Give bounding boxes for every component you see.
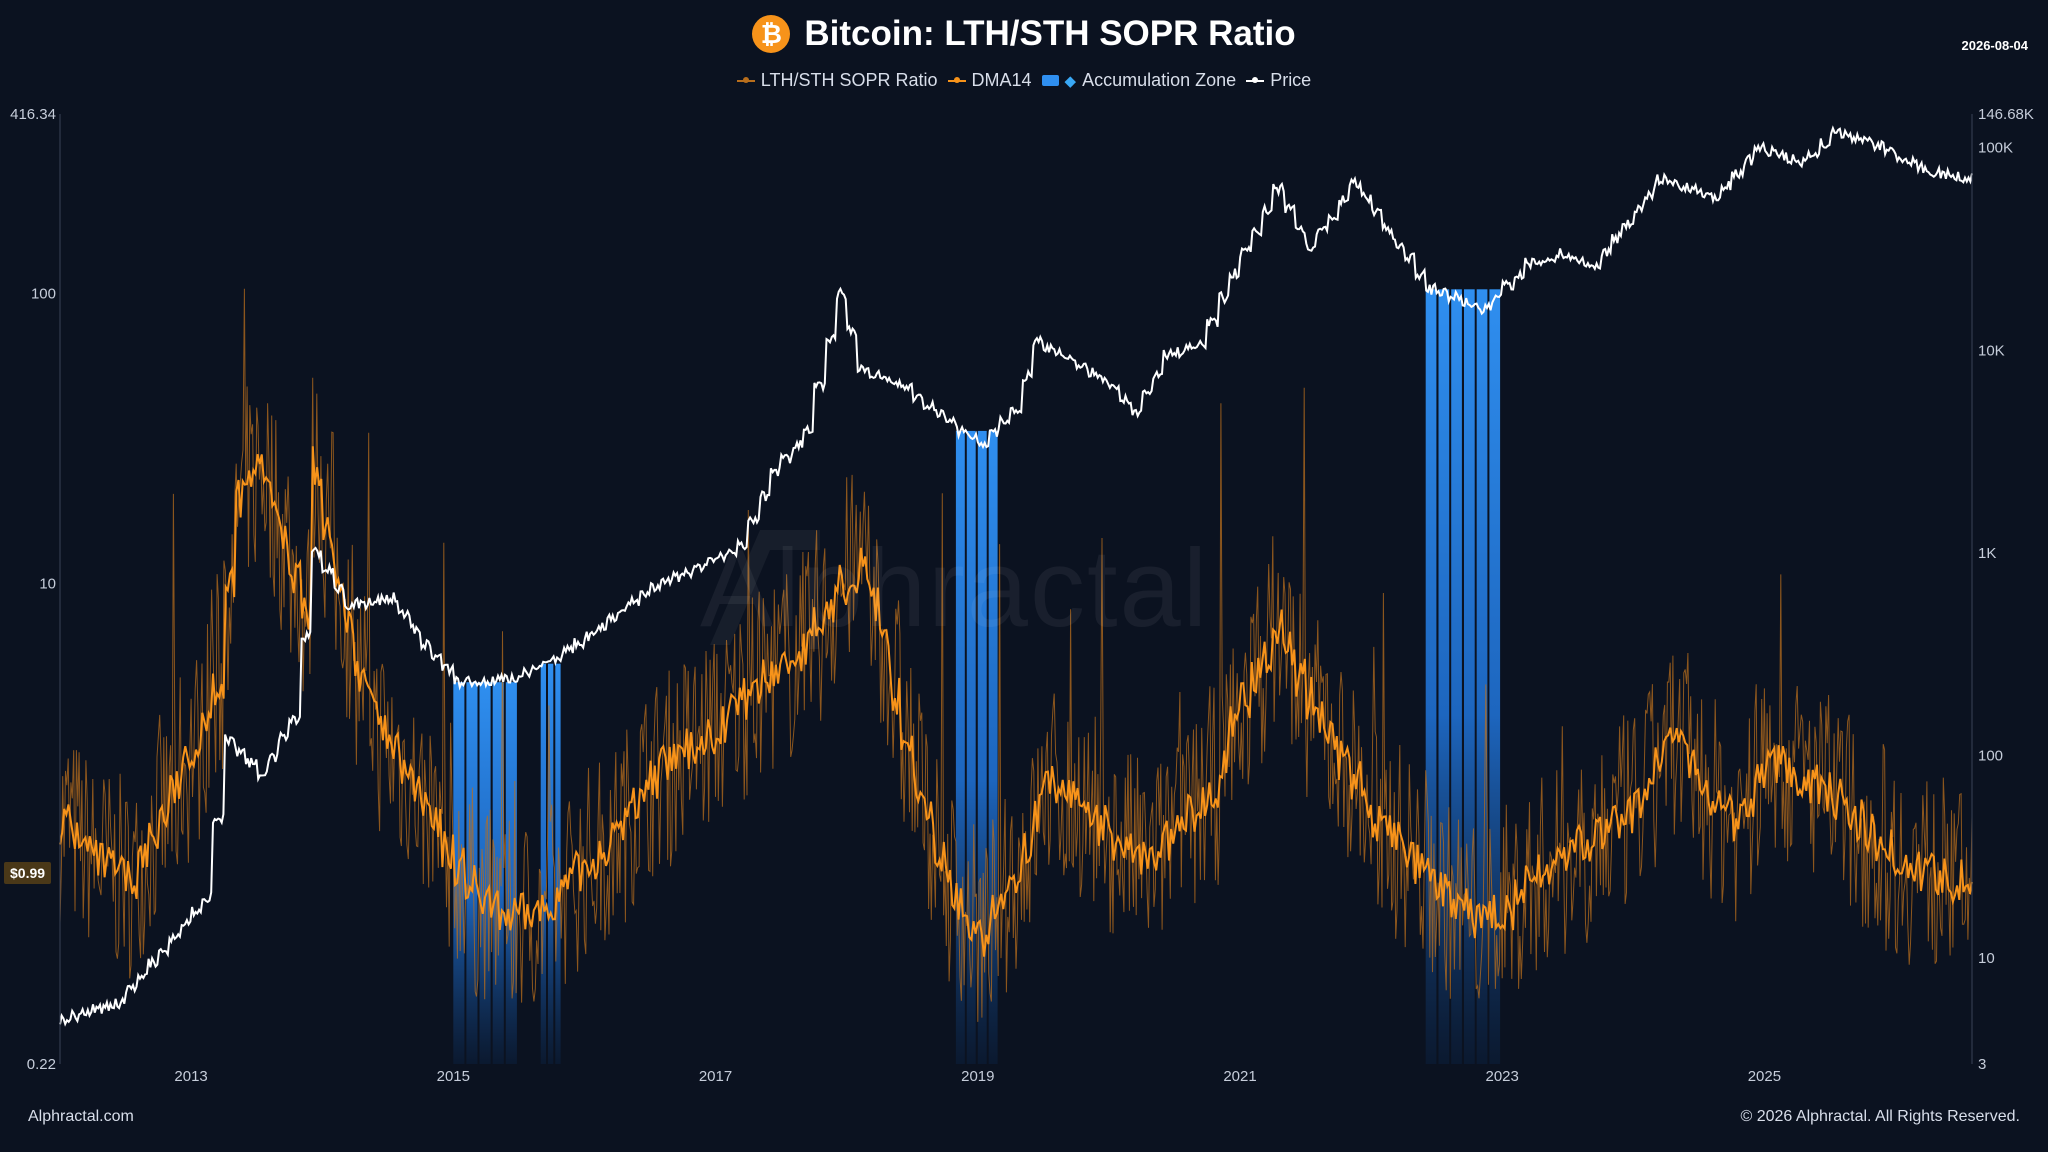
left-axis-tick-label: 416.34 — [10, 106, 56, 123]
legend-item-dma14[interactable]: DMA14 — [947, 70, 1032, 91]
x-axis-tick-label: 2021 — [1223, 1068, 1256, 1085]
accumulation-zone-bar — [1451, 289, 1462, 1064]
zone-swatch — [1041, 75, 1059, 86]
dma14-line — [59, 446, 1973, 957]
left-axis-tick-label: 10 — [39, 576, 56, 593]
x-axis-tick-label: 2017 — [699, 1068, 732, 1085]
chart-title: Bitcoin: LTH/STH SOPR Ratio — [804, 14, 1296, 53]
x-axis-tick-label: 2023 — [1486, 1068, 1519, 1085]
right-axis-tick-label: 100K — [1978, 140, 2013, 157]
accumulation-zone-bar — [1489, 289, 1501, 1064]
right-axis-tick-label: 100 — [1978, 748, 2003, 765]
right-axis-tick-label: 10 — [1978, 950, 1995, 967]
accumulation-zone-bar — [966, 430, 976, 1064]
x-axis-tick-label: 2015 — [437, 1068, 470, 1085]
legend-label: LTH/STH SOPR Ratio — [760, 70, 938, 90]
right-axis-tick-label: 1K — [1978, 545, 1996, 562]
ratio-series — [59, 288, 1973, 1022]
right-axis-tick-label: 3 — [1978, 1056, 1986, 1073]
accumulation-zone-bar — [1425, 289, 1437, 1064]
accumulation-zone-bar — [466, 682, 478, 1064]
ratio-line — [59, 288, 1973, 1022]
accumulation-zone-bar — [1476, 289, 1488, 1064]
accumulation-zone-bar — [1438, 289, 1450, 1064]
accumulation-zone-bar — [492, 682, 504, 1064]
accumulation-zones — [453, 289, 1501, 1064]
x-axis-tick-label: 2019 — [961, 1068, 994, 1085]
bitcoin-icon: ₿ — [752, 15, 791, 53]
legend-item-accumulation-zone[interactable]: ◆ Accumulation Zone — [1041, 70, 1237, 91]
accumulation-zone-bar — [548, 663, 554, 1064]
diamond-icon: ◆ — [1064, 72, 1077, 90]
dma14-swatch — [947, 76, 966, 83]
right-axis-tick-label: 10K — [1978, 342, 2005, 359]
accumulation-zone-bar — [505, 682, 517, 1064]
right-axis-tick-label: 146.68K — [1978, 106, 2034, 123]
chart-date: 2026-08-04 — [1961, 38, 2029, 53]
chart-legend: LTH/STH SOPR Ratio DMA14 ◆ Accumulation … — [0, 70, 2048, 91]
price-swatch — [1246, 76, 1265, 83]
x-axis-tick-label: 2013 — [174, 1068, 207, 1085]
accumulation-zone-bar — [955, 430, 965, 1064]
left-axis-ticks: 0.22 10 100 416.34 — [10, 106, 56, 1073]
left-axis-tick-label: 100 — [31, 286, 56, 303]
accumulation-zone-bar — [540, 663, 546, 1064]
accumulation-zone-bar — [479, 682, 491, 1064]
footer-copyright: © 2026 Alphractal. All Rights Reserved. — [1740, 1108, 2021, 1125]
legend-label: Price — [1270, 70, 1312, 90]
accumulation-zone-bar — [1464, 289, 1475, 1064]
accumulation-zone-bar — [988, 430, 998, 1064]
x-axis-ticks: 2013 2015 2017 2019 2021 2023 2025 — [174, 1068, 1781, 1085]
watermark: Alphractal — [700, 527, 1210, 650]
right-axis-ticks: 3 10 100 1K 10K 100K 146.68K — [1978, 106, 2034, 1073]
current-value-tag: $0.99 — [4, 862, 52, 884]
legend-item-ratio[interactable]: LTH/STH SOPR Ratio — [736, 70, 938, 91]
legend-item-price[interactable]: Price — [1246, 70, 1311, 91]
footer-site[interactable]: Alphractal.com — [28, 1108, 134, 1125]
ratio-swatch — [736, 76, 755, 83]
chart-header: ₿ Bitcoin: LTH/STH SOPR Ratio — [0, 14, 2048, 54]
legend-label: Accumulation Zone — [1082, 70, 1237, 90]
accumulation-zone-bar — [977, 430, 987, 1064]
price-line — [59, 125, 1973, 1027]
left-axis-tick-label: 0.22 — [27, 1056, 56, 1073]
legend-label: DMA14 — [971, 70, 1032, 90]
x-axis-tick-label: 2025 — [1748, 1068, 1781, 1085]
watermark-logo-icon — [710, 530, 820, 645]
